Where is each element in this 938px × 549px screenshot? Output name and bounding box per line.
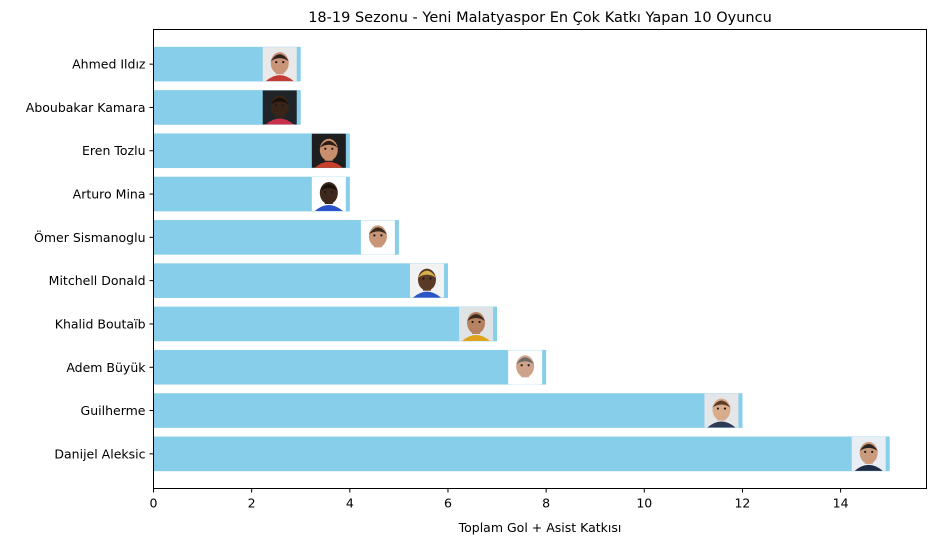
player-photo	[311, 133, 346, 168]
x-tick-label: 12	[734, 496, 750, 511]
y-tick-label: Adem Büyük	[66, 360, 146, 375]
x-tick-label: 8	[542, 496, 550, 511]
player-photos-group	[262, 47, 886, 471]
bars-group	[153, 46, 890, 472]
x-tick-label: 10	[636, 496, 652, 511]
x-tick-label: 2	[248, 496, 256, 511]
bar	[153, 393, 743, 428]
y-tick-label: Ömer Sismanoglu	[34, 229, 145, 245]
bar	[153, 306, 498, 342]
y-tick-label: Danijel Aleksic	[54, 446, 145, 461]
y-tick-label: Aboubakar Kamara	[26, 100, 146, 115]
player-photo	[459, 306, 494, 341]
x-tick-label: 0	[150, 496, 158, 511]
player-photo	[262, 47, 297, 82]
player-photo	[360, 220, 395, 255]
x-tick-label: 4	[346, 496, 354, 511]
player-photo	[508, 350, 543, 385]
y-tick-label: Arturo Mina	[73, 187, 146, 202]
x-tick-label: 14	[833, 496, 849, 511]
bar	[153, 220, 399, 255]
bar	[153, 436, 890, 472]
plot-frame	[153, 29, 927, 489]
x-axis: 0 2 4 6 8 10 12 14	[150, 488, 849, 511]
y-tick-label: Eren Tozlu	[82, 143, 145, 158]
player-photo	[311, 177, 346, 212]
bar	[153, 349, 547, 385]
player-photo	[262, 90, 297, 125]
y-tick-label: Khalid Boutaïb	[55, 316, 146, 331]
player-photo	[409, 263, 444, 298]
y-tick-label: Guilherme	[81, 403, 146, 418]
chart-title: 18-19 Sezonu - Yeni Malatyaspor En Çok K…	[308, 10, 772, 26]
x-axis-label: Toplam Gol + Asist Katkısı	[458, 520, 622, 535]
x-tick-label: 6	[444, 496, 452, 511]
bar	[153, 263, 448, 298]
y-axis: Danijel Aleksic Guilherme Adem Büyük Khalid…	[26, 57, 154, 461]
y-tick-label: Ahmed Ildız	[72, 57, 146, 72]
y-tick-label: Mitchell Donald	[49, 273, 146, 288]
player-photo	[851, 436, 886, 471]
player-photo	[704, 393, 739, 428]
